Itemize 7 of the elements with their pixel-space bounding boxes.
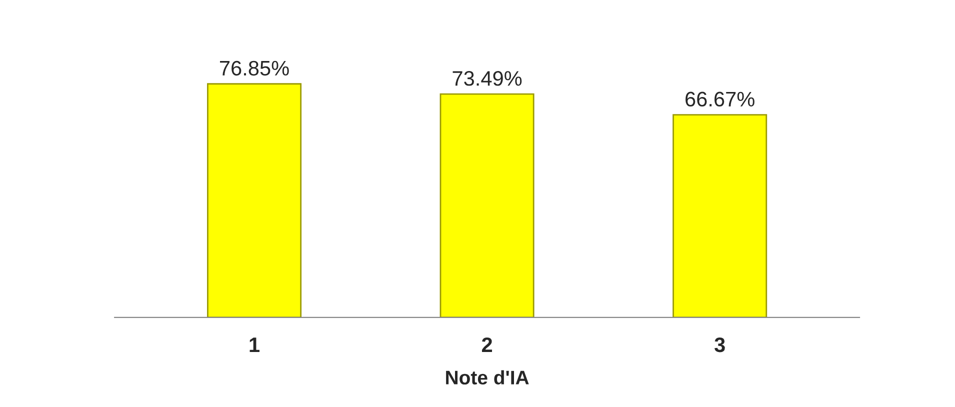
data-label: 73.49%: [452, 71, 522, 86]
x-tick-label: 3: [714, 337, 725, 352]
data-label: 66.67%: [686, 92, 754, 107]
x-axis-title: Note d'IA: [446, 370, 529, 384]
data-label: 76.85%: [220, 60, 289, 76]
x-tick-label: 2: [482, 337, 492, 352]
x-tick-label: 1: [250, 338, 260, 352]
